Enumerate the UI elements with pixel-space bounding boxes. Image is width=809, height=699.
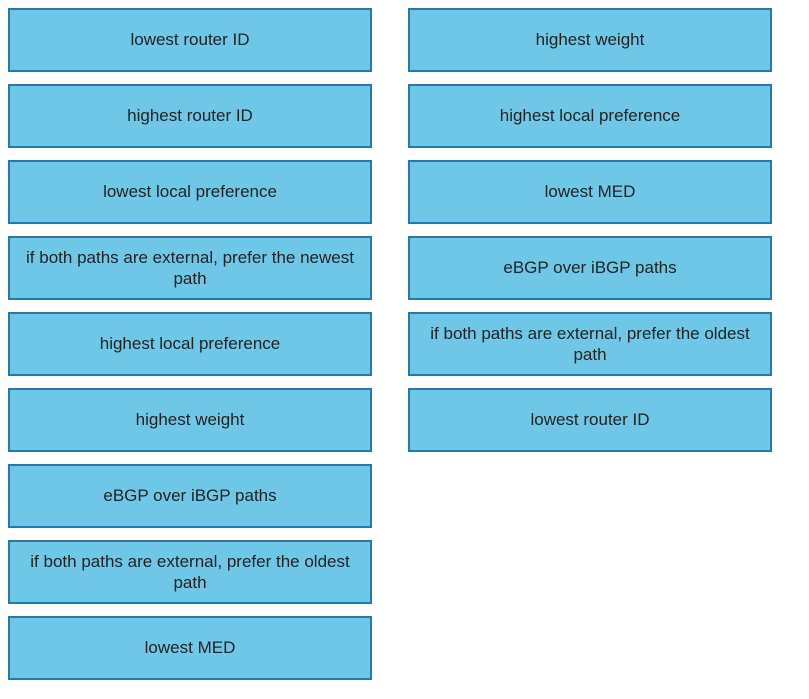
right-item[interactable]: if both paths are external, prefer the o… (408, 312, 772, 376)
right-item[interactable]: lowest MED (408, 160, 772, 224)
left-item[interactable]: highest router ID (8, 84, 372, 148)
right-item[interactable]: eBGP over iBGP paths (408, 236, 772, 300)
right-item[interactable]: highest weight (408, 8, 772, 72)
right-column: highest weight highest local preference lo… (408, 8, 772, 452)
left-item[interactable]: if both paths are external, prefer the n… (8, 236, 372, 300)
left-column: lowest router ID highest router ID lowest … (8, 8, 372, 680)
left-item[interactable]: eBGP over iBGP paths (8, 464, 372, 528)
left-item[interactable]: lowest router ID (8, 8, 372, 72)
left-item[interactable]: highest local preference (8, 312, 372, 376)
left-item[interactable]: if both paths are external, prefer the o… (8, 540, 372, 604)
left-item[interactable]: lowest local preference (8, 160, 372, 224)
left-item[interactable]: highest weight (8, 388, 372, 452)
left-item[interactable]: lowest MED (8, 616, 372, 680)
right-item[interactable]: highest local preference (408, 84, 772, 148)
right-item[interactable]: lowest router ID (408, 388, 772, 452)
two-column-layout: lowest router ID highest router ID lowest … (8, 8, 801, 680)
